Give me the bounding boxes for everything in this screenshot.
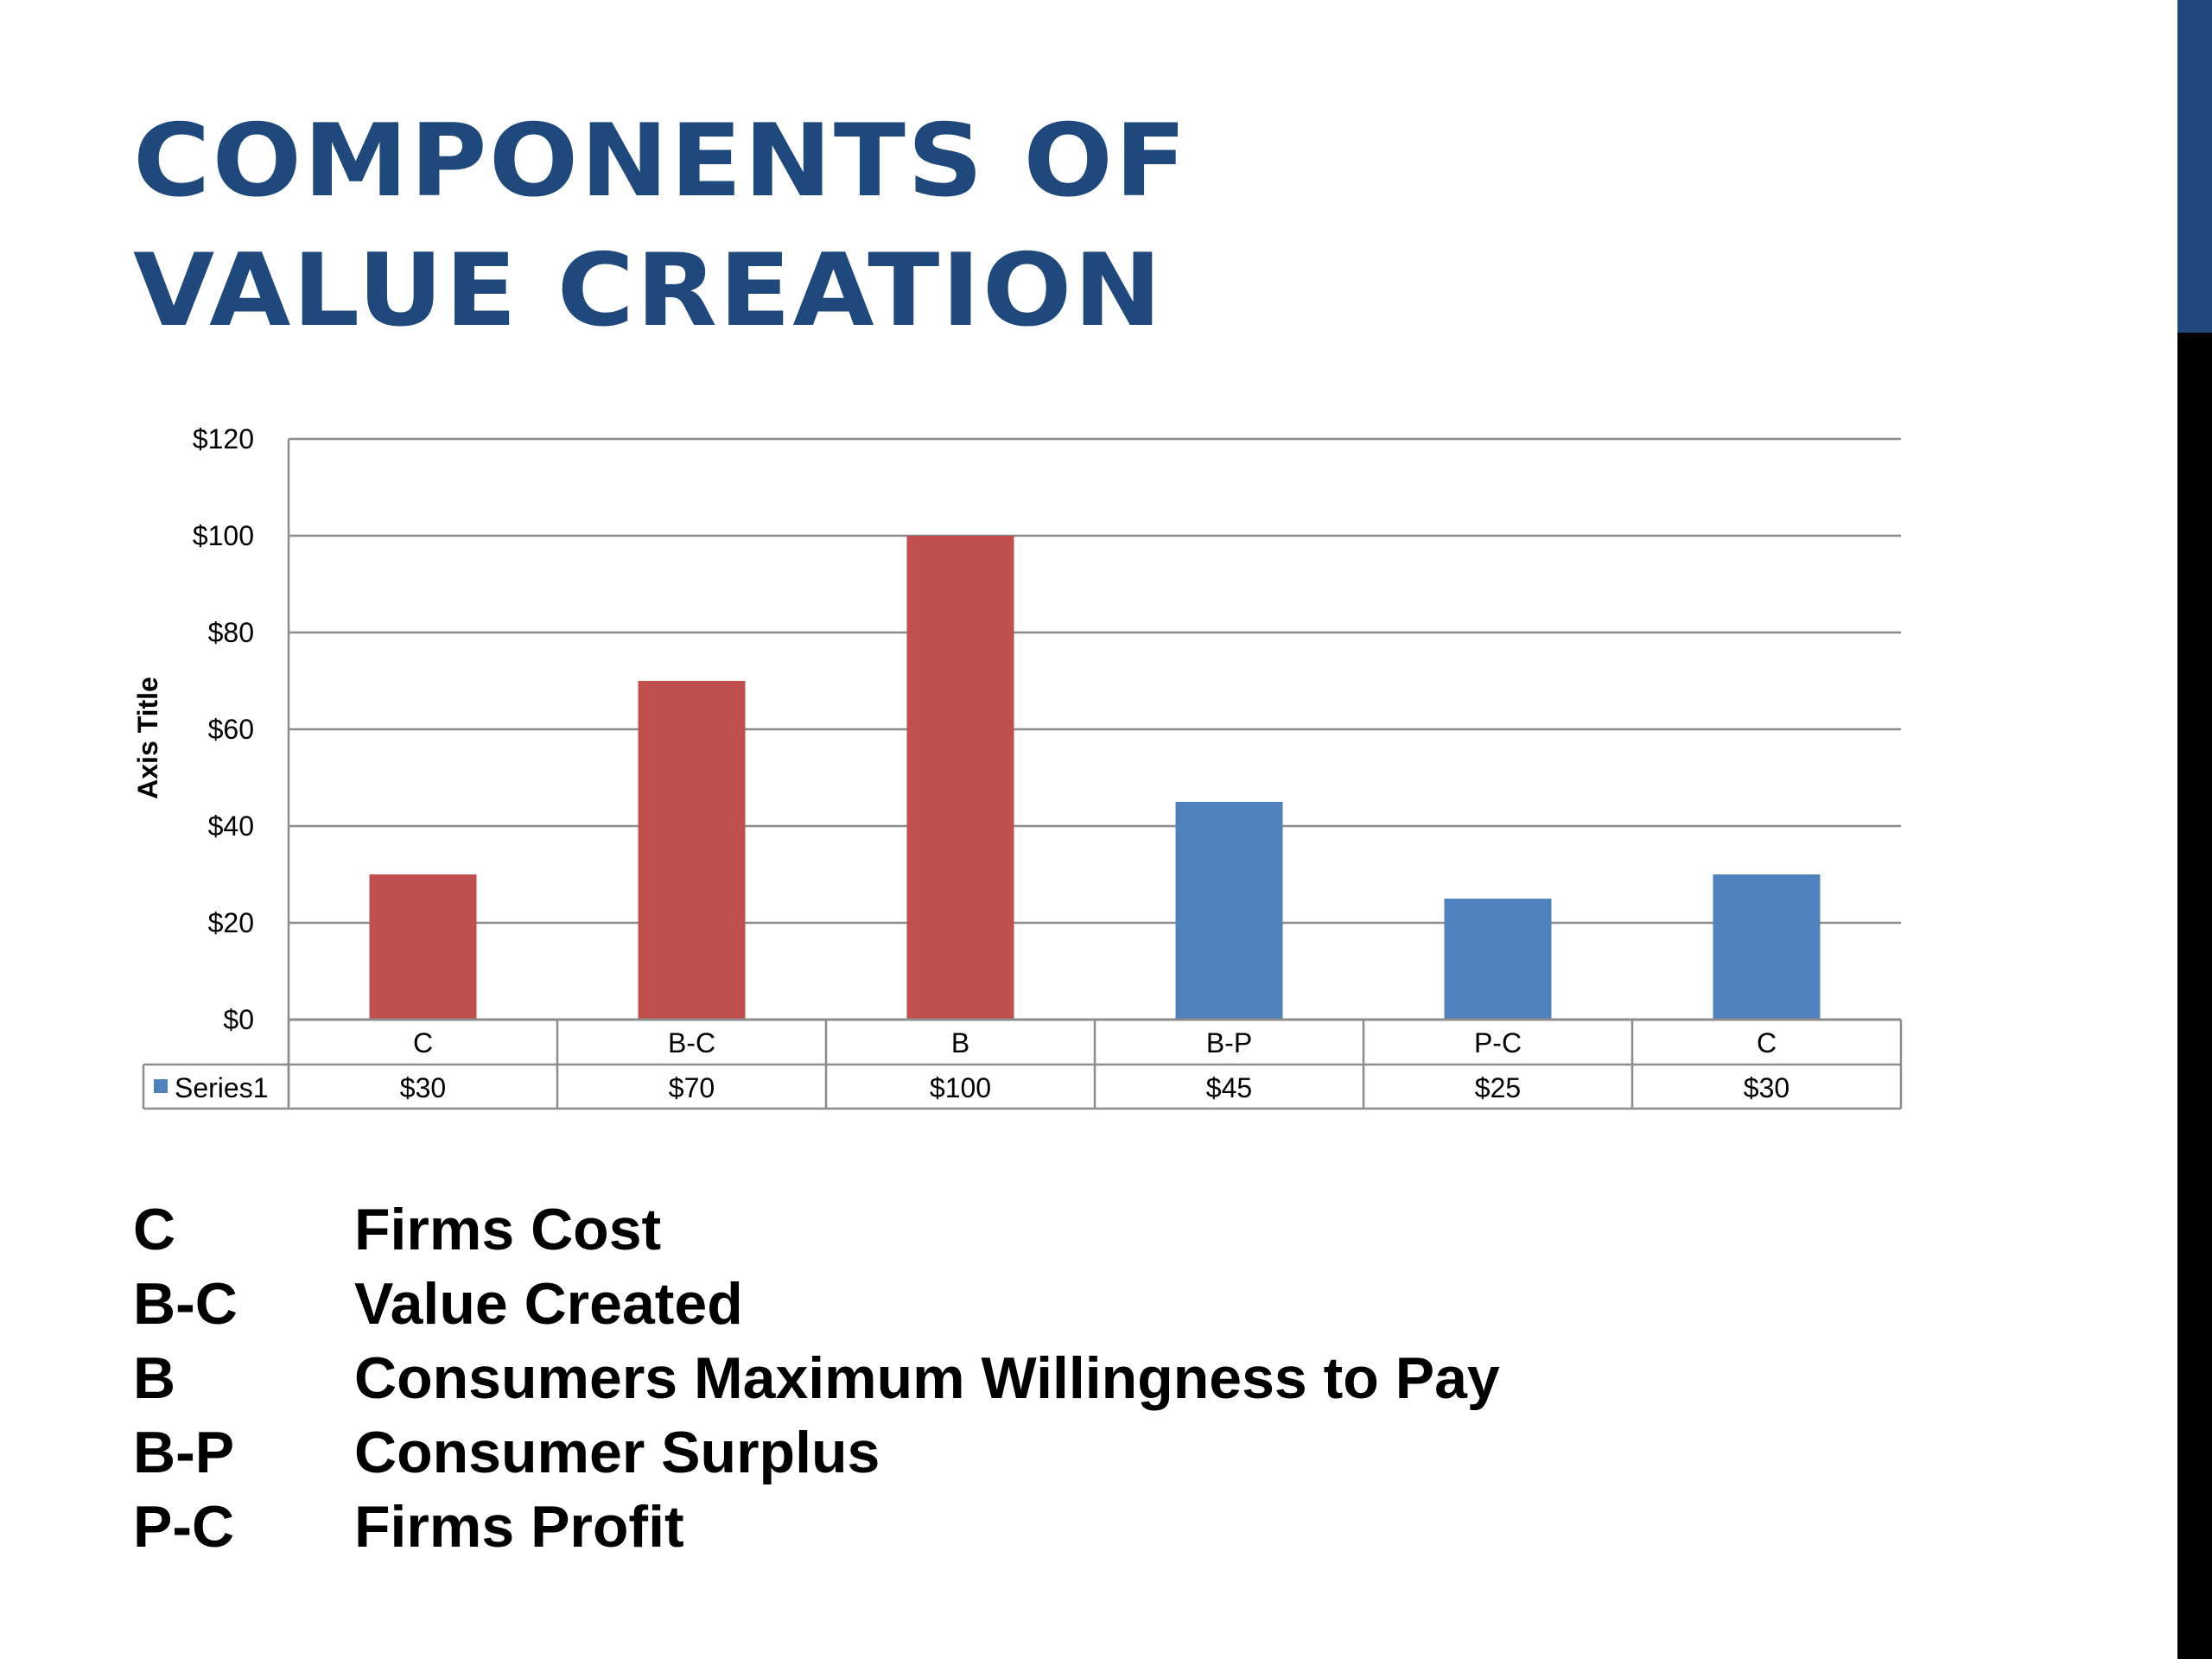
glossary-description: Consumer Surplus <box>354 1420 880 1485</box>
dark-side-bar <box>2177 333 2212 1659</box>
y-axis: $0 $20 $40 $60 $80 $100 $120 <box>193 423 290 1109</box>
slide-title: COMPONENTS OF VALUE CREATION <box>133 97 1188 356</box>
glossary-item: P-C Firms Profit <box>133 1490 1500 1564</box>
glossary-description: Value Created <box>354 1271 743 1337</box>
glossary-item: B-C Value Created <box>133 1267 1500 1341</box>
slide-title-line-1: COMPONENTS OF <box>133 103 1189 219</box>
category-label: C <box>413 1027 433 1058</box>
data-table: C $30 B-C $70 B $100 B-P $45 P-C $25 C $30 Series1 <box>142 1018 1903 1110</box>
y-tick-label: $60 <box>208 714 254 745</box>
glossary-code: P-C <box>133 1494 235 1560</box>
bar-chart: $0 $20 $40 $60 $80 $100 $120 C $30 B-C $70 B $100 B-… <box>132 423 1903 1110</box>
glossary-code: B <box>133 1345 176 1411</box>
legend-marker <box>154 1079 168 1093</box>
bar <box>638 681 746 1020</box>
y-axis-title: Axis Title <box>132 677 163 799</box>
slide-title-line-2: VALUE CREATION <box>133 232 1164 349</box>
accent-bar <box>2177 0 2212 333</box>
bar <box>369 874 477 1020</box>
y-tick-label: $40 <box>208 810 254 842</box>
glossary-item: B-P Consumer Surplus <box>133 1415 1500 1490</box>
y-tick-label: $80 <box>208 617 254 648</box>
bar <box>1175 802 1283 1020</box>
glossary-description: Consumers Maximum Willingness to Pay <box>354 1345 1500 1411</box>
glossary-item: C Firms Cost <box>133 1192 1500 1267</box>
category-label: C <box>1757 1027 1777 1058</box>
y-tick-label: $120 <box>193 423 254 454</box>
bar <box>906 536 1014 1020</box>
category-label: B-C <box>668 1027 715 1058</box>
data-label: $45 <box>1206 1072 1252 1103</box>
glossary-list: C Firms Cost B-C Value Created B Consumers Ma… <box>133 1192 1500 1564</box>
data-label: $25 <box>1475 1072 1521 1103</box>
category-label: B <box>951 1027 969 1058</box>
y-tick-label: $100 <box>193 520 254 551</box>
glossary-item: B Consumers Maximum Willingness to Pay <box>133 1341 1500 1415</box>
glossary-description: Firms Profit <box>354 1494 684 1560</box>
data-label: $100 <box>930 1072 991 1103</box>
data-label: $30 <box>1744 1072 1789 1103</box>
legend-label: Series1 <box>175 1072 269 1103</box>
bar <box>1444 899 1552 1020</box>
bar <box>1713 874 1821 1020</box>
y-tick-label: $20 <box>208 907 254 938</box>
bars <box>369 536 1821 1020</box>
data-label: $70 <box>669 1072 715 1103</box>
glossary-description: Firms Cost <box>354 1197 662 1262</box>
category-label: B-P <box>1206 1027 1252 1058</box>
glossary-code: B-C <box>133 1271 238 1337</box>
grid-lines <box>289 437 1901 1021</box>
y-tick-label: $0 <box>223 1004 254 1035</box>
glossary-code: C <box>133 1197 176 1262</box>
glossary-code: B-P <box>133 1420 235 1485</box>
data-label: $30 <box>400 1072 446 1103</box>
category-label: P-C <box>1474 1027 1522 1058</box>
